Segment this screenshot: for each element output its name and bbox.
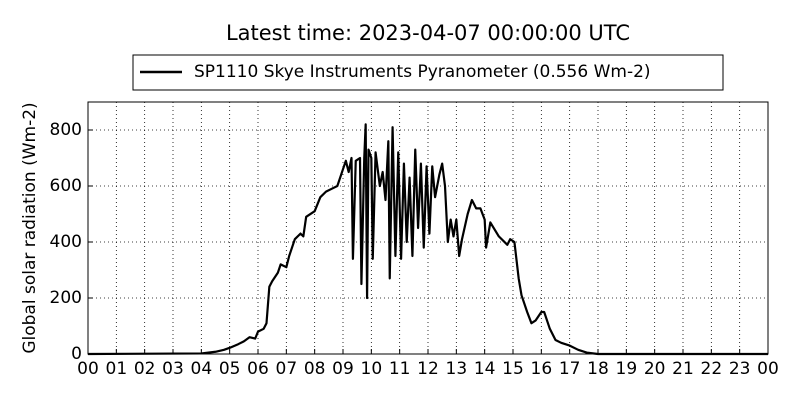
data-line: [87, 123, 768, 356]
x-tick-label: 13: [446, 359, 468, 379]
y-tick-label: 0: [71, 344, 82, 364]
x-tick-label: 10: [361, 359, 383, 379]
x-tick-label: 21: [672, 359, 694, 379]
x-tick-label: 01: [106, 359, 128, 379]
x-tick-label: 15: [502, 359, 524, 379]
x-tick-label: 23: [729, 359, 751, 379]
x-tick-label: 03: [162, 359, 184, 379]
chart-title: Latest time: 2023-04-07 00:00:00 UTC: [226, 21, 630, 45]
x-tick-label: 05: [219, 359, 241, 379]
x-tick-label: 20: [644, 359, 666, 379]
x-tick-label: 04: [191, 359, 213, 379]
y-tick-label: 800: [50, 120, 82, 140]
x-tick-label: 02: [134, 359, 156, 379]
x-tick-label: 00: [757, 359, 779, 379]
legend-box: [132, 54, 724, 91]
y-tick-label: 200: [50, 288, 82, 308]
legend-label: SP1110 Skye Instruments Pyranometer (0.5…: [194, 62, 651, 82]
y-tick-label: 400: [50, 232, 82, 252]
y-tick-label: 600: [50, 176, 82, 196]
x-tick-label: 18: [587, 359, 609, 379]
x-tick-label: 19: [616, 359, 638, 379]
x-tick-label: 11: [389, 359, 411, 379]
x-tick-label: 00: [77, 359, 99, 379]
x-tick-label: 16: [531, 359, 553, 379]
x-tick-label: 12: [417, 359, 439, 379]
x-tick-label: 22: [701, 359, 723, 379]
x-tick-label: 09: [332, 359, 354, 379]
x-tick-label: 17: [559, 359, 581, 379]
plot-frame: [87, 101, 769, 355]
y-axis-label: Global solar radiation (Wm-2): [20, 102, 40, 353]
x-tick-label: 08: [304, 359, 326, 379]
x-tick-label: 06: [247, 359, 269, 379]
legend: SP1110 Skye Instruments Pyranometer (0.5…: [132, 54, 724, 91]
x-tick-label: 14: [474, 359, 496, 379]
x-tick-label: 07: [276, 359, 298, 379]
